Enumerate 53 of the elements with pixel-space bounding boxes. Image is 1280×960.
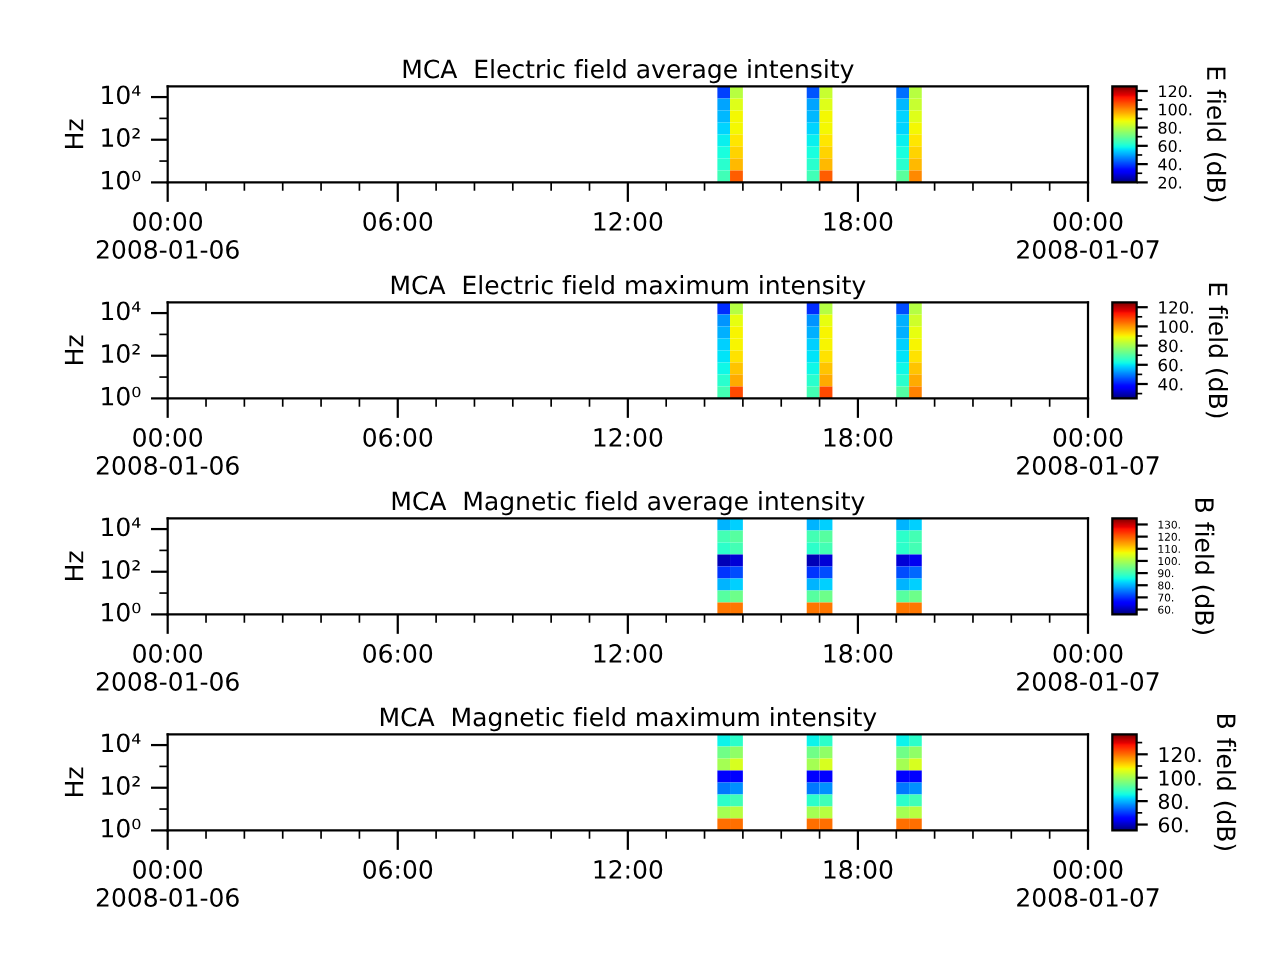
color-bar-label: 60. xyxy=(1158,358,1183,372)
x-tick-label: 12:00 xyxy=(594,428,663,447)
y-tick-label: 10⁰ xyxy=(102,386,141,406)
y-tick-label: 10⁰ xyxy=(102,602,141,622)
color-bar-title: B field (dB) xyxy=(1192,499,1215,635)
y-tick-label: 10² xyxy=(102,128,140,147)
chart-title: MCA Electric field maximum intensity xyxy=(391,275,866,300)
x-tick-label: 06:00 xyxy=(363,212,433,231)
x-tick-label: 00:00 2008-01-07 xyxy=(1017,428,1159,475)
x-tick-label: 00:00 2008-01-06 xyxy=(96,428,239,475)
y-axis-title: Hz xyxy=(64,767,84,796)
x-tick-label: 12:00 xyxy=(594,860,663,879)
x-tick-label: 18:00 xyxy=(824,212,893,231)
x-tick-label: 18:00 xyxy=(824,860,893,879)
color-bar-label: 60. xyxy=(1158,817,1188,833)
x-tick-label: 00:00 2008-01-06 xyxy=(96,860,239,907)
x-tick-label: 06:00 xyxy=(363,860,433,879)
color-bar-title: B field (dB) xyxy=(1213,715,1237,851)
y-axis-title: Hz xyxy=(64,119,84,148)
x-tick-label: 00:00 2008-01-06 xyxy=(96,644,239,691)
color-bar-label: 120. xyxy=(1159,301,1193,314)
color-bar-label: 40. xyxy=(1158,377,1183,391)
y-tick-label: 10² xyxy=(102,560,140,579)
color-bar-label: 100. xyxy=(1159,320,1193,333)
y-tick-label: 10⁰ xyxy=(102,170,141,190)
y-axis-title: Hz xyxy=(64,335,84,364)
color-bar-title: E field (dB) xyxy=(1205,283,1228,418)
x-tick-label: 00:00 2008-01-07 xyxy=(1017,212,1159,259)
chart-title: MCA Electric field average intensity xyxy=(403,59,854,84)
x-tick-label: 12:00 xyxy=(594,644,663,663)
y-tick-label: 10⁴ xyxy=(102,733,141,753)
y-tick-label: 10² xyxy=(102,344,140,363)
color-bar-label: 80. xyxy=(1158,339,1183,353)
x-tick-label: 06:00 xyxy=(363,428,433,447)
color-bar-label: 100. xyxy=(1159,770,1201,786)
x-tick-label: 00:00 2008-01-07 xyxy=(1017,644,1159,691)
x-tick-label: 12:00 xyxy=(594,212,663,231)
color-bar-title: E field (dB) xyxy=(1203,67,1227,202)
y-tick-label: 10⁴ xyxy=(102,85,141,105)
color-bar-label: 80. xyxy=(1158,793,1188,810)
y-tick-label: 10⁴ xyxy=(102,301,141,321)
x-tick-label: 00:00 2008-01-06 xyxy=(96,212,239,259)
chart-title: MCA Magnetic field average intensity xyxy=(392,491,865,516)
y-axis-title: Hz xyxy=(64,551,84,580)
x-tick-label: 18:00 xyxy=(824,428,893,447)
chart-title: MCA Magnetic field maximum intensity xyxy=(380,707,877,732)
y-tick-label: 10⁴ xyxy=(102,517,141,537)
x-tick-label: 06:00 xyxy=(363,644,433,663)
color-bar-label: 120. xyxy=(1159,746,1201,763)
y-tick-label: 10⁰ xyxy=(102,818,141,838)
x-tick-label: 00:00 2008-01-07 xyxy=(1017,860,1159,907)
x-tick-label: 18:00 xyxy=(824,644,893,663)
y-tick-label: 10² xyxy=(102,776,140,795)
